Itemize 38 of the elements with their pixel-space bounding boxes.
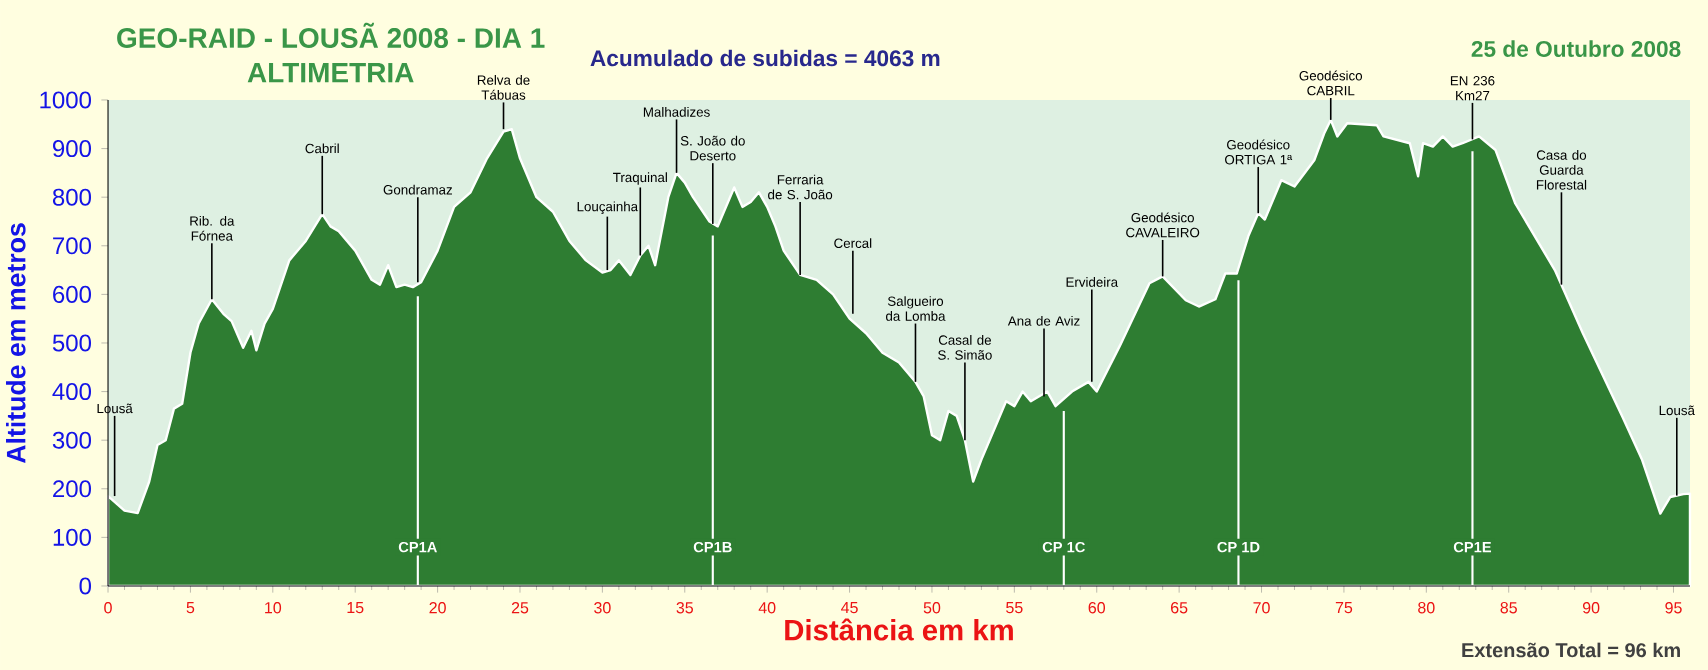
x-tick-label: 65 [1171, 602, 1188, 614]
x-tick-label: 40 [758, 602, 776, 614]
x-tick-label: 70 [1253, 602, 1270, 614]
x-axis-title: Distância em km [785, 618, 1013, 641]
y-tick-label: 700 [53, 237, 92, 255]
x-tick-label: 90 [1582, 602, 1600, 614]
y-tick-label: 1000 [40, 91, 91, 109]
x-tick-label: 50 [923, 602, 941, 614]
y-tick-label: 400 [52, 383, 92, 401]
y-tick-label: 500 [52, 334, 92, 352]
y-tick-label: 300 [52, 431, 92, 449]
y-axis-title: Altitude em metros [6, 223, 26, 464]
x-tick-label: 80 [1418, 602, 1435, 614]
y-tick-label: 100 [53, 528, 92, 546]
text: 25 de Outubro 2008 [1471, 40, 1681, 57]
x-tick-label: 5 [186, 602, 195, 614]
x-tick-label: 20 [429, 602, 446, 614]
x-tick-label: 0 [104, 602, 112, 614]
x-tick-label: 75 [1335, 602, 1353, 614]
x-tick-label: 35 [676, 602, 694, 614]
text: Acumulado de subidas = 4063 m [590, 49, 940, 67]
x-tick-label: 85 [1500, 602, 1517, 614]
x-tick-label: 60 [1088, 602, 1106, 614]
x-tick-label: 10 [265, 602, 282, 614]
x-tick-label: 95 [1665, 602, 1682, 614]
y-tick-label: 200 [53, 480, 92, 498]
y-tick-label: 0 [79, 577, 92, 595]
text: Extensão Total = 96 km [1462, 642, 1680, 658]
chart-subtitle: ALTIMETRIA [247, 63, 414, 83]
x-tick-label: 45 [841, 602, 858, 614]
x-tick-label: 55 [1006, 602, 1023, 614]
x-tick-label: 25 [511, 602, 529, 614]
chart-title: GEO-RAID - LOUSÃ 2008 - DIA 1 [117, 22, 545, 48]
x-tick-label: 30 [594, 602, 611, 614]
y-tick-label: 800 [52, 188, 92, 206]
y-tick-label: 900 [53, 140, 92, 158]
y-tick-label: 600 [53, 285, 92, 303]
x-tick-label: 15 [347, 602, 364, 614]
